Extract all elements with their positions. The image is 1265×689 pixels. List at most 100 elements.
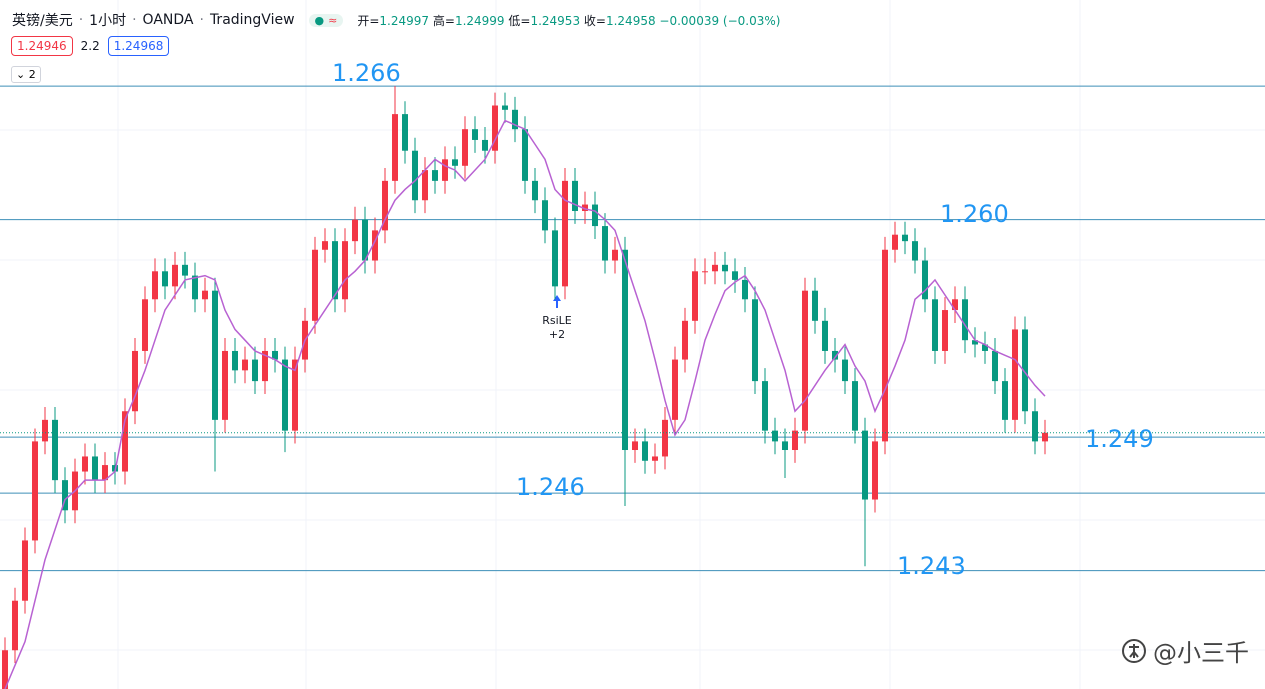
close-value: 1.24958 (605, 13, 656, 28)
signal: RsiLE +2 (540, 314, 574, 342)
candle-body (22, 540, 28, 601)
candle-body (862, 430, 868, 500)
high-value: 1.24999 (454, 13, 505, 28)
candle-body (122, 411, 128, 472)
ohlc: 开=1.24997 高=1.24999 低=1.24953 收=1.24958 … (357, 12, 780, 29)
candle-body (452, 159, 458, 166)
indicator-toggle[interactable]: ⌄ 2 (11, 66, 41, 83)
watermark-text: @小三千 (1153, 639, 1249, 667)
candle-body (602, 226, 608, 261)
candle-body (782, 441, 788, 451)
header: 英镑/美元 · 1小时 · OANDA · TradingView ● ≈ 开=1.24… (12, 12, 781, 29)
candle-body (412, 150, 418, 201)
quote-row: 1.24946 2.2 1.24968 (11, 36, 170, 56)
indicator-count: 2 (28, 68, 36, 81)
candle-body (162, 271, 168, 287)
candle-body (772, 430, 778, 442)
spread: 2.2 (80, 39, 100, 53)
candle-body (852, 381, 858, 431)
candle-body (832, 350, 838, 360)
candle-body (792, 430, 798, 451)
candle-body (32, 441, 38, 541)
buy-button[interactable]: 1.24968 (107, 36, 170, 56)
candle-body (132, 350, 138, 412)
candle-body (292, 359, 298, 431)
candle-body (902, 234, 908, 242)
open-value: 1.24997 (379, 13, 430, 28)
candle-body (172, 264, 178, 287)
candle-body (462, 129, 468, 166)
candle-body (12, 600, 18, 651)
candle-body (242, 359, 248, 371)
broker: OANDA (142, 12, 194, 28)
candle-body (102, 465, 108, 481)
candle-body (372, 230, 378, 261)
candle-body (582, 204, 588, 212)
candle-body (662, 419, 668, 457)
candle-body (322, 241, 328, 250)
candle-body (762, 381, 768, 431)
candle-body (1002, 381, 1008, 420)
candle-body (332, 241, 338, 300)
candle-body (992, 350, 998, 382)
candle-body (892, 234, 898, 250)
candle-body (802, 290, 808, 431)
candle-body (212, 290, 218, 420)
interval: 1小时 (89, 13, 127, 29)
candle-body (572, 180, 578, 212)
watermark-icon (1122, 638, 1146, 663)
candle-body (272, 350, 278, 360)
open-label: 开= (357, 13, 380, 28)
candle-body (1012, 329, 1018, 420)
signal-name: RsiLE (542, 314, 572, 327)
sell-button[interactable]: 1.24946 (11, 36, 73, 56)
candle-body (442, 159, 448, 181)
watermark: @小三千 (1121, 633, 1249, 668)
candle-body (542, 200, 548, 231)
candle-body (352, 219, 358, 242)
candle-body (642, 441, 648, 461)
change: −0.00039 (−0.03%) (659, 13, 781, 28)
candle-body (2, 650, 8, 689)
candle-body (942, 310, 948, 351)
candle-body (342, 241, 348, 300)
level-label: 1.266 (332, 59, 401, 87)
candle-body (42, 419, 48, 442)
candle-body (142, 299, 148, 351)
candle-body (532, 180, 538, 201)
candle-body (482, 139, 488, 151)
candle-body (822, 320, 828, 351)
signal-qty: +2 (548, 328, 566, 341)
candle-body (632, 441, 638, 451)
status-pill[interactable]: ● ≈ (308, 13, 344, 27)
level-label: 1.260 (940, 200, 1009, 228)
candle-body (282, 359, 288, 431)
candle-body (552, 230, 558, 287)
candle-body (232, 350, 238, 371)
candle-body (952, 299, 958, 311)
candle-body (252, 359, 258, 382)
candle-body (962, 299, 968, 341)
platform: TradingView (209, 12, 295, 28)
candle-body (562, 180, 568, 287)
candle-body (652, 456, 658, 461)
candle-body (82, 456, 88, 472)
candle-body (182, 264, 188, 276)
candle-body (392, 114, 398, 181)
candle-body (592, 204, 598, 227)
candle-body (1032, 411, 1038, 442)
level-label: 1.249 (1085, 425, 1154, 453)
candle-body (422, 170, 428, 201)
candle-body (502, 105, 508, 110)
candle-body (742, 279, 748, 300)
candle-body (922, 260, 928, 300)
candle-body (512, 109, 518, 130)
candle-body (702, 271, 708, 273)
candle-body (842, 359, 848, 382)
candle-body (222, 350, 228, 420)
candle-body (1022, 329, 1028, 412)
candle-body (872, 441, 878, 500)
candle-body (492, 105, 498, 151)
candle-body (732, 271, 738, 280)
